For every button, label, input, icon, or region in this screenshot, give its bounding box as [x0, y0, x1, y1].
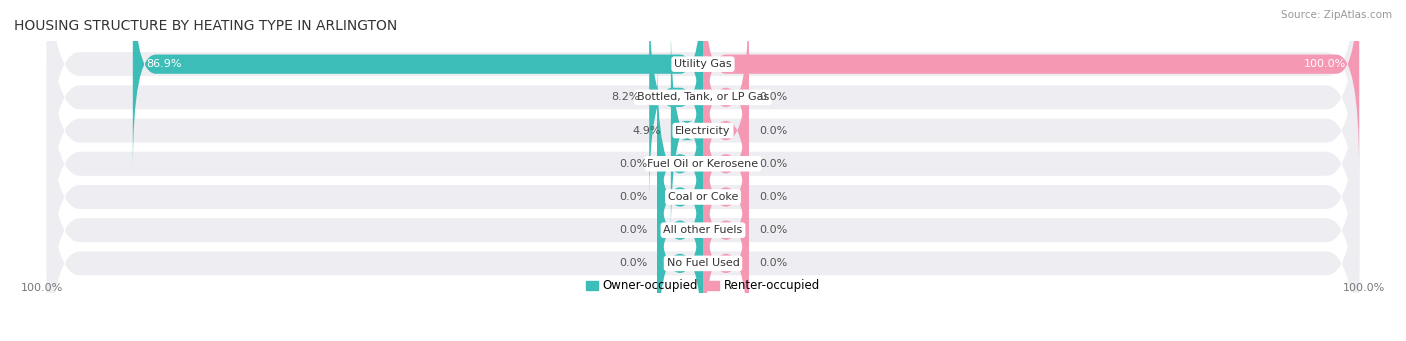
FancyBboxPatch shape	[703, 24, 749, 237]
Text: Fuel Oil or Kerosene: Fuel Oil or Kerosene	[647, 159, 759, 169]
FancyBboxPatch shape	[657, 157, 703, 341]
FancyBboxPatch shape	[703, 57, 749, 270]
FancyBboxPatch shape	[703, 0, 749, 204]
Legend: Owner-occupied, Renter-occupied: Owner-occupied, Renter-occupied	[586, 279, 820, 292]
Text: 0.0%: 0.0%	[619, 159, 647, 169]
Text: 0.0%: 0.0%	[619, 192, 647, 202]
Text: 86.9%: 86.9%	[146, 59, 181, 69]
Text: Coal or Coke: Coal or Coke	[668, 192, 738, 202]
Text: 0.0%: 0.0%	[759, 92, 787, 102]
Text: 100.0%: 100.0%	[1303, 59, 1346, 69]
Text: All other Fuels: All other Fuels	[664, 225, 742, 235]
Text: 0.0%: 0.0%	[759, 125, 787, 136]
Text: No Fuel Used: No Fuel Used	[666, 258, 740, 268]
FancyBboxPatch shape	[650, 0, 703, 204]
Text: 0.0%: 0.0%	[759, 258, 787, 268]
FancyBboxPatch shape	[703, 157, 749, 341]
FancyBboxPatch shape	[132, 0, 703, 171]
FancyBboxPatch shape	[46, 0, 1360, 251]
Text: 4.9%: 4.9%	[633, 125, 661, 136]
Text: HOUSING STRUCTURE BY HEATING TYPE IN ARLINGTON: HOUSING STRUCTURE BY HEATING TYPE IN ARL…	[14, 19, 398, 33]
Text: 0.0%: 0.0%	[619, 258, 647, 268]
Text: Utility Gas: Utility Gas	[675, 59, 731, 69]
FancyBboxPatch shape	[46, 10, 1360, 318]
Text: Electricity: Electricity	[675, 125, 731, 136]
FancyBboxPatch shape	[657, 90, 703, 303]
FancyBboxPatch shape	[657, 123, 703, 337]
FancyBboxPatch shape	[657, 57, 703, 270]
Text: 0.0%: 0.0%	[759, 159, 787, 169]
Text: 0.0%: 0.0%	[759, 225, 787, 235]
FancyBboxPatch shape	[703, 123, 749, 337]
FancyBboxPatch shape	[46, 76, 1360, 341]
FancyBboxPatch shape	[703, 90, 749, 303]
FancyBboxPatch shape	[46, 109, 1360, 341]
Text: 100.0%: 100.0%	[21, 283, 63, 293]
Text: Bottled, Tank, or LP Gas: Bottled, Tank, or LP Gas	[637, 92, 769, 102]
Text: 0.0%: 0.0%	[759, 192, 787, 202]
FancyBboxPatch shape	[671, 24, 703, 237]
Text: Source: ZipAtlas.com: Source: ZipAtlas.com	[1281, 10, 1392, 20]
FancyBboxPatch shape	[46, 0, 1360, 218]
Text: 0.0%: 0.0%	[619, 225, 647, 235]
FancyBboxPatch shape	[703, 0, 1360, 171]
FancyBboxPatch shape	[46, 0, 1360, 285]
Text: 8.2%: 8.2%	[610, 92, 640, 102]
FancyBboxPatch shape	[46, 43, 1360, 341]
Text: 100.0%: 100.0%	[1343, 283, 1385, 293]
